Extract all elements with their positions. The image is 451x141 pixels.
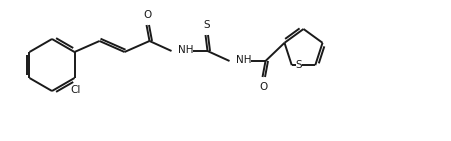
Text: O: O (259, 82, 267, 92)
Text: S: S (203, 20, 209, 30)
Text: NH: NH (177, 45, 193, 55)
Text: O: O (143, 10, 151, 20)
Text: S: S (295, 60, 302, 70)
Text: Cl: Cl (70, 85, 81, 95)
Text: NH: NH (235, 55, 250, 65)
